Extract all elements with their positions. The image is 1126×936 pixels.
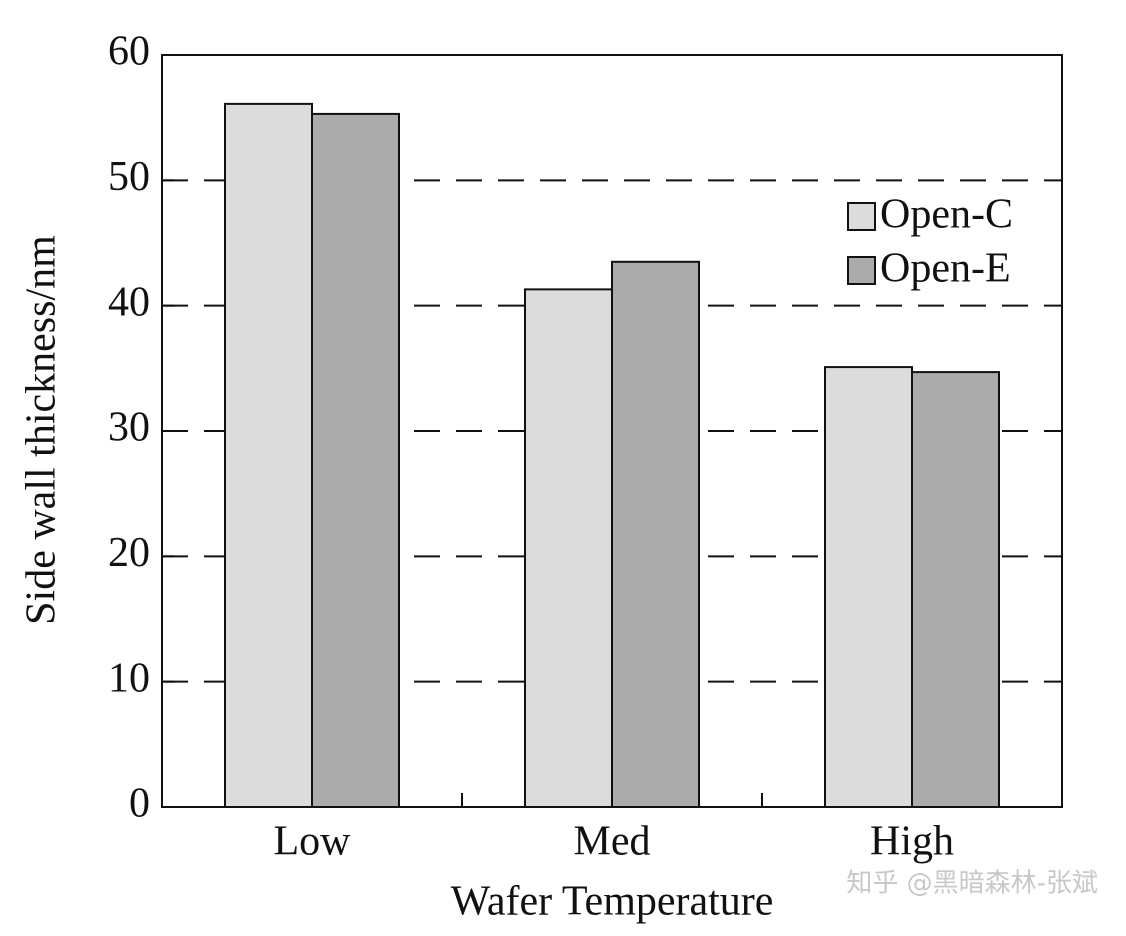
bar: [611, 260, 700, 808]
bar: [524, 288, 613, 808]
legend-swatch: [847, 256, 876, 285]
y-tick-label: 10: [108, 655, 150, 701]
legend-label: Open-E: [880, 246, 1011, 292]
bar: [824, 366, 913, 808]
bar: [224, 102, 313, 808]
x-axis-label: Wafer Temperature: [451, 879, 774, 925]
bar: [911, 371, 1000, 808]
legend-swatch: [847, 202, 876, 231]
plot-frame: [161, 54, 1063, 808]
x-tick-label: High: [870, 819, 954, 865]
y-tick-label: 60: [108, 29, 150, 75]
y-tick-label: 40: [108, 279, 150, 325]
x-tick-label: Low: [274, 819, 352, 865]
bar: [311, 112, 400, 808]
y-tick-label: 20: [108, 530, 150, 576]
y-tick-label: 30: [108, 405, 150, 451]
legend-label: Open-C: [880, 192, 1013, 238]
watermark: 知乎 @黑暗森林-张斌: [846, 869, 1098, 899]
y-tick-label: 0: [129, 781, 150, 827]
y-axis-label: Side wall thickness/nm: [19, 235, 65, 625]
y-tick-label: 50: [108, 154, 150, 200]
x-tick-label: Med: [574, 819, 651, 865]
